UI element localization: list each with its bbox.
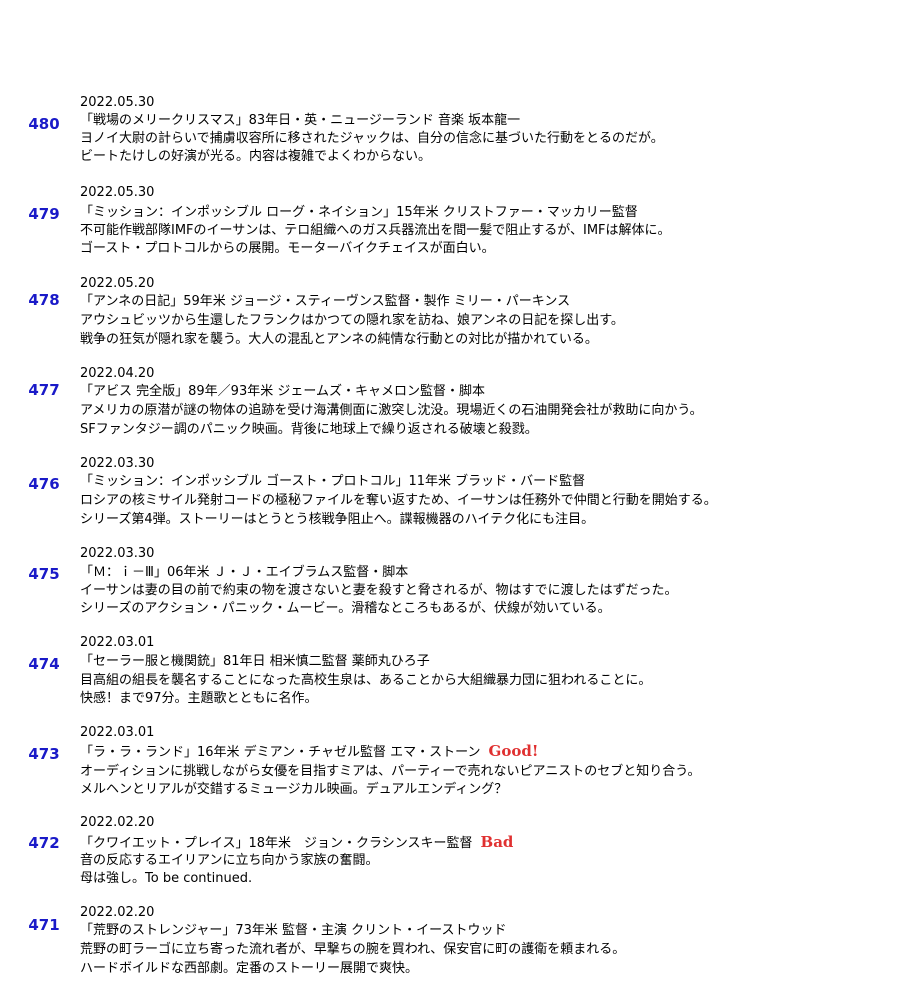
entry-title-text: 「戦場のメリークリスマス」83年日・英・ニュージーランド 音楽 坂本龍一 bbox=[80, 113, 521, 128]
entry-date: 2022.03.30 bbox=[80, 456, 155, 471]
entry-synopsis: イーサンは妻の目の前で約束の物を渡さないと妻を殺すと脅されるが、物はすでに渡した… bbox=[80, 583, 678, 598]
entry-comment: ビートたけしの好演が光る。内容は複雑でよくわからない。 bbox=[80, 149, 432, 164]
entry-title-text: 「クワイエット・プレイス」18年米 ジョン・クラシンスキー監督 bbox=[80, 836, 473, 851]
entry-date: 2022.03.01 bbox=[80, 635, 155, 650]
entry-comment: 母は強し。To be continued. bbox=[80, 871, 253, 886]
rating-bad-badge: Bad bbox=[480, 833, 514, 851]
entry-synopsis: ロシアの核ミサイル発射コードの極秘ファイルを奪い返すため、イーサンは任務外で仲間… bbox=[80, 493, 717, 508]
entry-title-text: 「アンネの日記」59年米 ジョージ・スティーヴンス監督・製作 ミリー・パーキンス bbox=[80, 294, 571, 309]
entry-synopsis: オーディションに挑戦しながら女優を目指すミアは、パーティーで売れないピアニストの… bbox=[80, 764, 701, 779]
entry-number: 478 bbox=[28, 291, 60, 309]
entry-date: 2022.02.20 bbox=[80, 815, 155, 830]
entry-synopsis: アメリカの原潜が謎の物体の追跡を受け海溝側面に激突し沈没。現場近くの石油開発会社… bbox=[80, 403, 703, 418]
entry-number: 472 bbox=[28, 834, 60, 852]
entry-comment: SFファンタジー調のパニック映画。背後に地球上で繰り返される破壊と殺戮。 bbox=[80, 422, 538, 437]
entry-title: 「クワイエット・プレイス」18年米 ジョン・クラシンスキー監督 Bad bbox=[80, 833, 513, 853]
entry-title-text: 「アビス 完全版」89年／93年米 ジェームズ・キャメロン監督・脚本 bbox=[80, 384, 485, 399]
rating-good-badge: Good! bbox=[488, 742, 539, 760]
entry-synopsis: 不可能作戦部隊IMFのイーサンは、テロ組織へのガス兵器流出を間一髪で阻止するが、… bbox=[80, 223, 671, 238]
entry-title-text: 「ラ・ラ・ランド」16年米 デミアン・チャゼル監督 エマ・ストーン bbox=[80, 745, 481, 760]
entry-title-text: 「セーラー服と機関銃」81年日 相米慎二監督 薬師丸ひろ子 bbox=[80, 654, 430, 669]
entry-title: 「ミッション：インポッシブル ローグ・ネイション」15年米 クリストファー・マッ… bbox=[80, 204, 638, 222]
entry-number: 474 bbox=[28, 655, 60, 673]
entry-comment: シリーズ第4弾。ストーリーはとうとう核戦争阻止へ。諜報機器のハイテク化にも注目。 bbox=[80, 512, 595, 527]
entry-number: 473 bbox=[28, 745, 60, 763]
entry-title: 「Ｍ：ｉ－Ⅲ」06年米 Ｊ・Ｊ・エイブラムス監督・脚本 bbox=[80, 564, 408, 582]
entry-comment: 快感！まで97分。主題歌とともに名作。 bbox=[80, 691, 318, 706]
entry-title: 「荒野のストレンジャー」73年米 監督・主演 クリント・イーストウッド bbox=[80, 922, 507, 940]
entry-number: 477 bbox=[28, 381, 60, 399]
entry-comment: シリーズのアクション・パニック・ムービー。滑稽なところもあるが、伏線が効いている… bbox=[80, 601, 611, 616]
entry-date: 2022.05.30 bbox=[80, 95, 155, 110]
entry-comment: メルヘンとリアルが交錯するミュージカル映画。デュアルエンディング？ bbox=[80, 782, 508, 797]
entry-title-text: 「ミッション：インポッシブル ゴースト・プロトコル」11年米 ブラッド・バード監… bbox=[80, 474, 586, 489]
entry-comment: ハードボイルドな西部劇。定番のストーリー展開で爽快。 bbox=[80, 961, 419, 976]
entry-title: 「ミッション：インポッシブル ゴースト・プロトコル」11年米 ブラッド・バード監… bbox=[80, 473, 585, 491]
entry-comment: ゴースト・プロトコルからの展開。モーターバイクチェイスが面白い。 bbox=[80, 241, 495, 256]
entry-date: 2022.05.20 bbox=[80, 276, 155, 291]
entry-date: 2022.02.20 bbox=[80, 905, 155, 920]
entry-title-text: 「ミッション：インポッシブル ローグ・ネイション」15年米 クリストファー・マッ… bbox=[80, 205, 638, 220]
entry-synopsis: ヨノイ大尉の計らいで捕虜収容所に移されたジャックは、自分の信念に基づいた行動をと… bbox=[80, 131, 664, 146]
entry-title: 「アビス 完全版」89年／93年米 ジェームズ・キャメロン監督・脚本 bbox=[80, 383, 485, 401]
entry-synopsis: 目高組の組長を襲名することになった高校生泉は、あることから大組織暴力団に狙われる… bbox=[80, 673, 652, 688]
entry-synopsis: 荒野の町ラーゴに立ち寄った流れ者が、早撃ちの腕を買われ、保安官に町の護衛を頼まれ… bbox=[80, 942, 626, 957]
entry-title: 「アンネの日記」59年米 ジョージ・スティーヴンス監督・製作 ミリー・パーキンス bbox=[80, 293, 570, 311]
entry-date: 2022.03.01 bbox=[80, 725, 155, 740]
entry-date: 2022.03.30 bbox=[80, 546, 155, 561]
entry-title-text: 「Ｍ：ｉ－Ⅲ」06年米 Ｊ・Ｊ・エイブラムス監督・脚本 bbox=[80, 565, 409, 580]
entry-synopsis: 音の反応するエイリアンに立ち向かう家族の奮闘。 bbox=[80, 853, 379, 868]
entry-number: 475 bbox=[28, 565, 60, 583]
entry-synopsis: アウシュビッツから生還したフランクはかつての隠れ家を訪ね、娘アンネの日記を探し出… bbox=[80, 313, 624, 328]
entry-title: 「戦場のメリークリスマス」83年日・英・ニュージーランド 音楽 坂本龍一 bbox=[80, 112, 520, 130]
entry-number: 471 bbox=[28, 916, 60, 934]
entry-date: 2022.04.20 bbox=[80, 366, 155, 381]
entry-number: 476 bbox=[28, 475, 60, 493]
entry-title: 「ラ・ラ・ランド」16年米 デミアン・チャゼル監督 エマ・ストーン Good! bbox=[80, 742, 538, 762]
entry-number: 480 bbox=[28, 115, 60, 133]
entry-title-text: 「荒野のストレンジャー」73年米 監督・主演 クリント・イーストウッド bbox=[80, 923, 507, 938]
entry-date: 2022.05.30 bbox=[80, 185, 155, 200]
entry-title: 「セーラー服と機関銃」81年日 相米慎二監督 薬師丸ひろ子 bbox=[80, 653, 430, 671]
entry-number: 479 bbox=[28, 205, 60, 223]
entry-comment: 戦争の狂気が隠れ家を襲う。大人の混乱とアンネの純情な行動との対比が描かれている。 bbox=[80, 332, 598, 347]
